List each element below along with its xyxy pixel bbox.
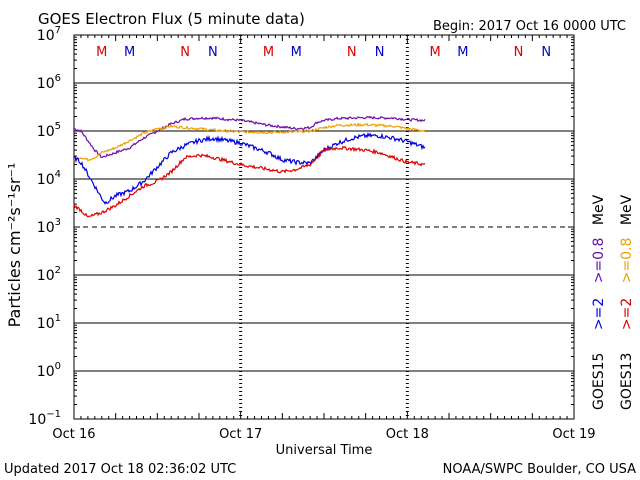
chart-title: GOES Electron Flux (5 minute data) (38, 10, 305, 28)
legend-goes13-e2: >=2 (619, 298, 635, 330)
updated-time: Updated 2017 Oct 18 02:36:02 UTC (4, 462, 236, 477)
noon-marker: N (180, 45, 190, 60)
noon-marker: N (514, 45, 524, 60)
y-tick-label: 105 (37, 121, 61, 140)
series-line-0 (73, 115, 426, 159)
series-line-1 (73, 122, 426, 162)
day-boundaries (239, 35, 409, 419)
legend-goes15: GOES15 >=2 >=0.8 MeV (591, 194, 607, 410)
y-tick-label: 100 (37, 361, 61, 380)
y-tick-label: 103 (37, 217, 61, 236)
x-tick-label: Oct 19 (552, 427, 595, 442)
svg-text:GOES15 >=2 >=0.8: GOES15 >=2 >=0.8 MeV (591, 194, 607, 410)
legend-goes13-name: GOES13 (619, 353, 635, 410)
midnight-marker: M (263, 45, 274, 60)
y-tick-label: 101 (37, 313, 61, 332)
series-line-3 (73, 145, 426, 218)
legend-goes15-e08: >=0.8 (591, 238, 607, 284)
midnight-marker: M (124, 45, 135, 60)
data-series (73, 115, 426, 218)
legend-goes13: GOES13 >=2 >=0.8 MeV (619, 194, 635, 410)
midnight-marker: M (291, 45, 302, 60)
x-axis-label: Universal Time (276, 443, 373, 458)
y-tick-label: 102 (37, 265, 61, 284)
y-tick-label: 104 (37, 169, 61, 188)
noon-marker: N (375, 45, 385, 60)
noon-marker: N (208, 45, 218, 60)
y-tick-label: 107 (37, 25, 61, 44)
credit: NOAA/SWPC Boulder, CO USA (443, 462, 636, 477)
legend-goes15-e2: >=2 (591, 298, 607, 330)
legend-goes15-name: GOES15 (591, 353, 607, 410)
y-tick-label: 106 (37, 73, 61, 92)
x-tick-label: Oct 17 (219, 427, 262, 442)
noon-marker: N (541, 45, 551, 60)
legend-goes13-e08: >=0.8 (619, 238, 635, 284)
midnight-marker: M (430, 45, 441, 60)
y-axis-ticks: 107 106 105 104 103 102 101 100 10−1 (28, 25, 574, 428)
legend-goes15-unit: MeV (591, 194, 607, 225)
svg-text:GOES13 >=2 >=0.8: GOES13 >=2 >=0.8 MeV (619, 194, 635, 410)
y-axis-label: Particles cm⁻²s⁻¹sr⁻¹ (5, 163, 24, 328)
grid-lines (74, 82, 574, 372)
legend-goes13-unit: MeV (619, 194, 635, 225)
x-tick-label: Oct 18 (386, 427, 429, 442)
y-tick-label: 10−1 (28, 409, 61, 428)
series-line-2 (73, 132, 426, 205)
midnight-marker: M (457, 45, 468, 60)
noon-marker: N (347, 45, 357, 60)
midnight-marker: M (96, 45, 107, 60)
x-tick-label: Oct 16 (52, 427, 95, 442)
begin-time: Begin: 2017 Oct 16 0000 UTC (433, 19, 626, 34)
x-axis-ticks: Oct 16 Oct 17 Oct 18 Oct 19 (52, 35, 596, 442)
